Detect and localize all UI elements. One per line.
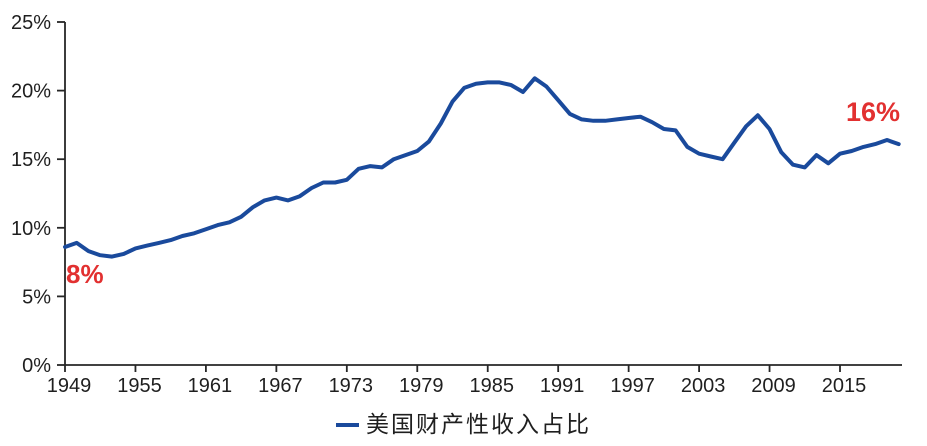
x-tick-label: 1991 [540,375,585,397]
y-tick-label: 10% [11,218,51,240]
x-tick-label: 1979 [399,375,444,397]
legend-series-label: 美国财产性收入占比 [366,411,591,437]
x-tick-label: 2009 [751,375,796,397]
x-tick-label: 1949 [47,375,92,397]
x-tick-label: 2015 [822,375,867,397]
x-tick-label: 1967 [258,375,303,397]
x-tick-label: 1985 [469,375,514,397]
series-line [63,76,901,259]
x-tick-label: 1961 [188,375,233,397]
y-tick-label: 25% [11,12,51,34]
y-tick-label: 0% [22,355,51,377]
line-chart-plot: 0% 5% 10% 15% 20% 25% 1949 1955 1961 1967 1973 1979… [11,12,902,397]
y-tick-label: 15% [11,149,51,171]
legend-line-marker [336,422,359,427]
x-tick-label: 1997 [610,375,655,397]
start-value-annotation: 8% [66,259,104,289]
x-tick-label: 1955 [117,375,162,397]
x-tick-label: 2003 [681,375,726,397]
y-tick-label: 20% [11,81,51,103]
x-tick-label: 1973 [329,375,374,397]
y-tick-label: 5% [22,286,51,308]
legend: 美国财产性收入占比 [0,411,927,439]
end-value-annotation: 16% [846,97,901,127]
